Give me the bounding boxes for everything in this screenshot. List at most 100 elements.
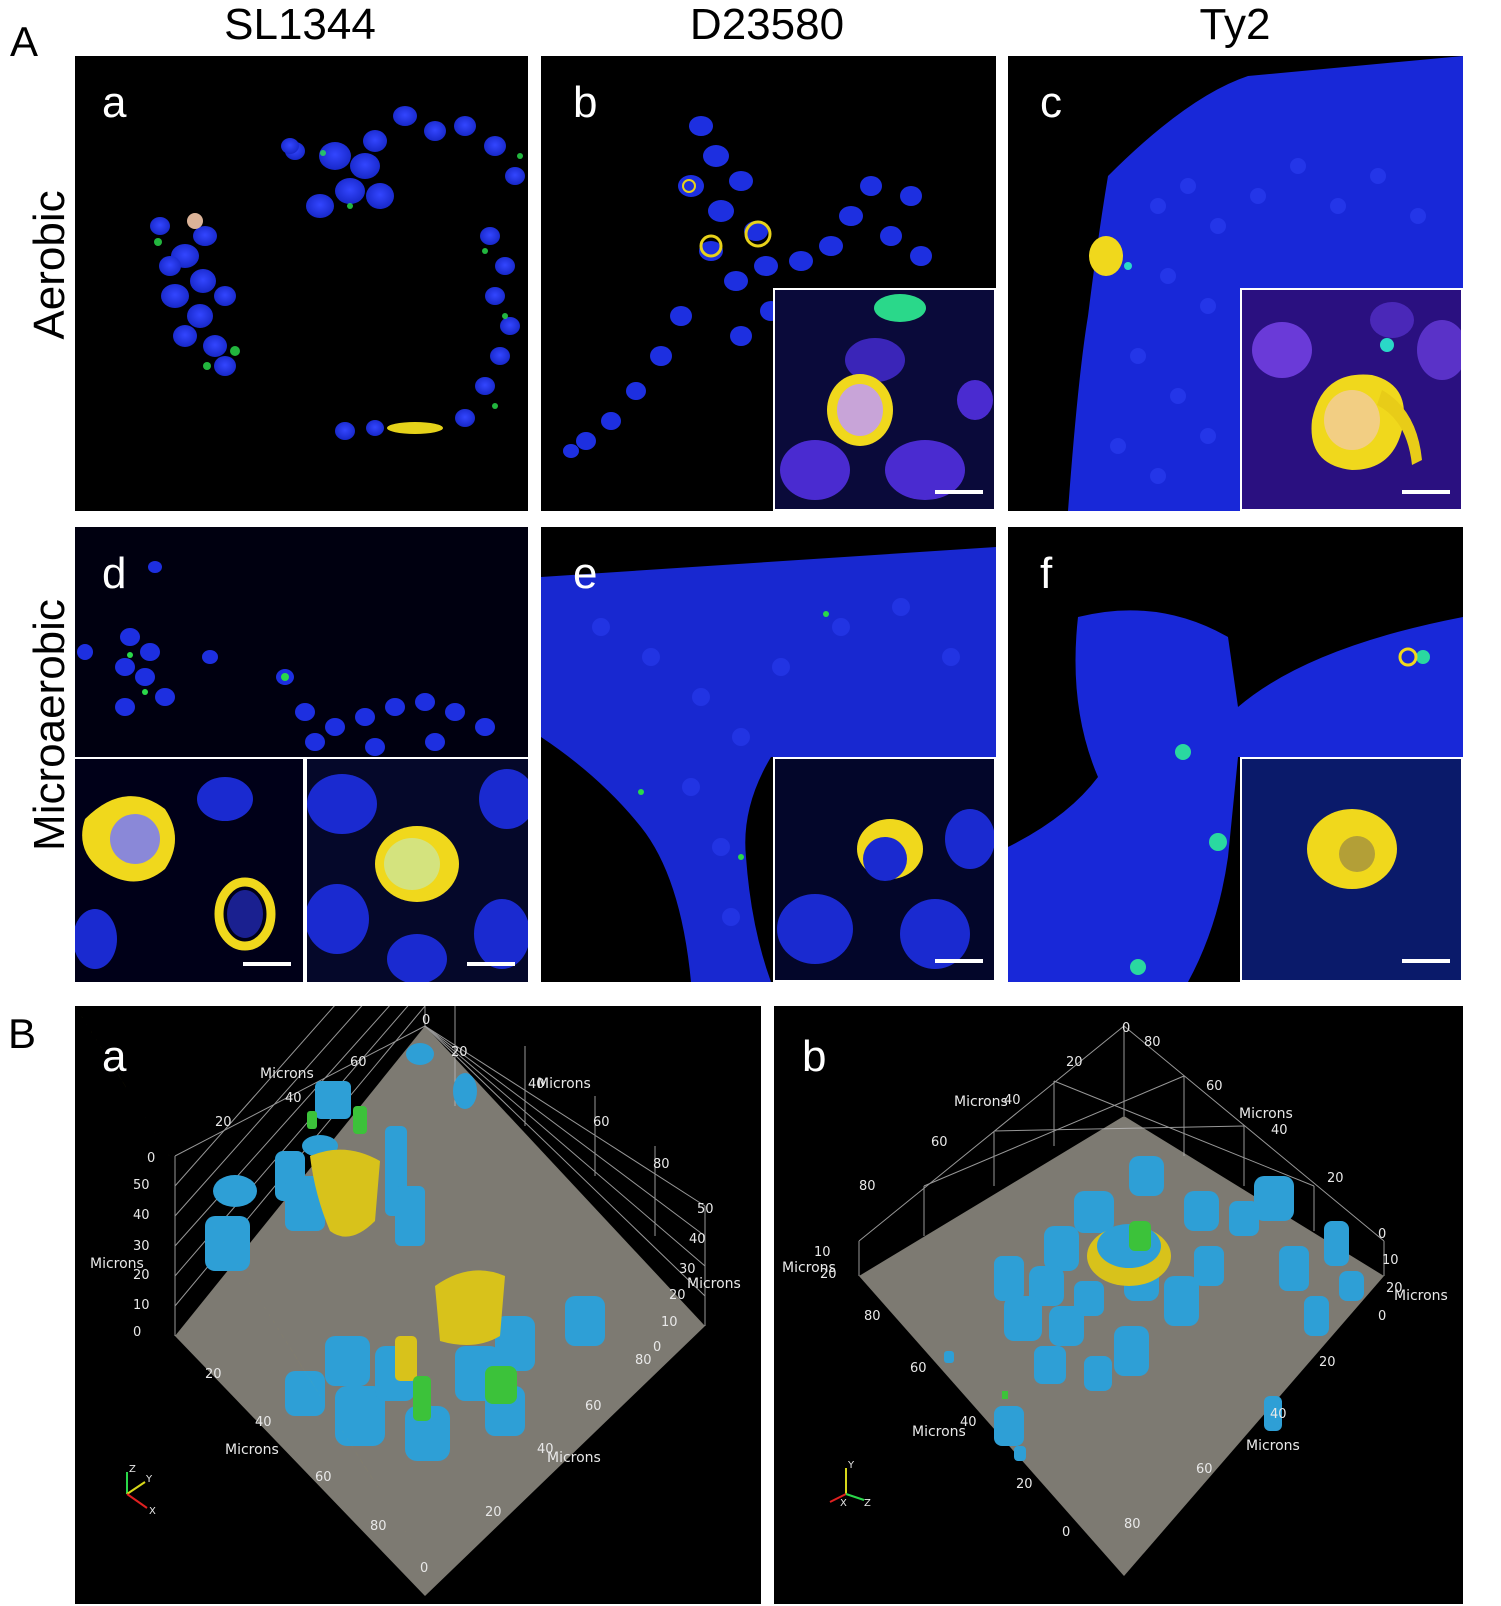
panel-label-f: f: [1040, 549, 1053, 598]
svg-text:Microns: Microns: [782, 1260, 836, 1276]
svg-text:0: 0: [422, 1013, 430, 1028]
svg-text:Microns: Microns: [1394, 1288, 1448, 1304]
svg-text:0: 0: [653, 1340, 661, 1355]
svg-text:80: 80: [1124, 1517, 1141, 1532]
svg-text:30: 30: [679, 1262, 696, 1277]
svg-text:60: 60: [931, 1135, 948, 1150]
inset-f: [1240, 757, 1463, 982]
svg-text:20: 20: [133, 1268, 150, 1283]
svg-text:10: 10: [814, 1245, 831, 1260]
svg-text:20: 20: [820, 1267, 837, 1282]
svg-text:80: 80: [859, 1179, 876, 1194]
micrograph-a-image: [150, 106, 525, 440]
svg-text:80: 80: [864, 1309, 881, 1324]
svg-text:60: 60: [350, 1055, 367, 1070]
micrograph-e-image: [541, 547, 996, 982]
svg-text:60: 60: [1196, 1462, 1213, 1477]
micrograph-b-image: [563, 116, 932, 458]
svg-text:Microns: Microns: [1246, 1438, 1300, 1454]
svg-text:0: 0: [147, 1151, 155, 1166]
section-b-label: B: [8, 1010, 37, 1057]
inset-c: [1240, 288, 1463, 511]
panel-label-c: c: [1040, 78, 1062, 127]
inset-b: [773, 288, 996, 511]
scale-bar: [1402, 959, 1450, 963]
inset-e: [773, 757, 996, 982]
svg-text:80: 80: [370, 1519, 387, 1534]
svg-text:30: 30: [133, 1239, 150, 1254]
svg-text:Z: Z: [129, 1464, 136, 1475]
svg-text:Microns: Microns: [537, 1076, 591, 1092]
panel-label-a: a: [102, 78, 127, 127]
svg-text:40: 40: [133, 1208, 150, 1223]
inset-d-left: [75, 757, 305, 982]
svg-text:80: 80: [653, 1157, 670, 1172]
svg-text:Microns: Microns: [912, 1424, 966, 1440]
svg-text:Microns: Microns: [954, 1094, 1008, 1110]
svg-text:40: 40: [689, 1232, 706, 1247]
svg-text:60: 60: [1206, 1079, 1223, 1094]
inset-d-left-image: [75, 759, 303, 982]
svg-text:0: 0: [1062, 1525, 1070, 1540]
svg-text:20: 20: [1386, 1281, 1403, 1296]
svg-text:Y: Y: [145, 1474, 153, 1485]
svg-text:40: 40: [537, 1442, 554, 1457]
svg-text:0: 0: [1378, 1227, 1386, 1242]
inset-d-right-image: [307, 759, 528, 982]
svg-text:20: 20: [451, 1045, 468, 1060]
scale-bar: [467, 962, 515, 966]
inset-f-image: [1242, 759, 1461, 980]
svg-text:40: 40: [1004, 1093, 1021, 1108]
svg-text:60: 60: [315, 1470, 332, 1485]
micrograph-f-image: [1008, 610, 1463, 982]
micrograph-panel-f: f: [1008, 527, 1463, 982]
svg-text:Microns: Microns: [547, 1450, 601, 1466]
panel-label-bb: b: [802, 1032, 827, 1081]
axis-triad-icon: Y X Z: [829, 1460, 871, 1509]
svg-text:Microns: Microns: [1239, 1106, 1293, 1122]
svg-text:Microns: Microns: [90, 1256, 144, 1272]
svg-text:10: 10: [133, 1298, 150, 1313]
svg-text:50: 50: [697, 1202, 714, 1217]
svg-text:80: 80: [1144, 1035, 1161, 1050]
micrograph-d-image: [75, 527, 528, 757]
svg-text:Microns: Microns: [260, 1066, 314, 1082]
row-header-microaerobic: Microaerobic: [25, 599, 74, 851]
micrograph-panel-b: b: [541, 56, 996, 511]
svg-text:20: 20: [205, 1367, 222, 1382]
svg-text:20: 20: [485, 1505, 502, 1520]
svg-text:50: 50: [133, 1178, 150, 1193]
render-bb-image: 0 80 60 40 20 20 40 60 80 10 20 0 10 20 …: [782, 1021, 1448, 1576]
render-panel-ba: 0 20 40 60 80 60 40 20 0 50 40 30 20 10 …: [75, 1006, 761, 1604]
render-panel-bb: 0 80 60 40 20 20 40 60 80 10 20 0 10 20 …: [774, 1006, 1463, 1604]
micrograph-panel-d: d: [75, 527, 528, 982]
column-header-d23580: D23580: [689, 0, 845, 49]
micrograph-panel-e: e: [541, 527, 996, 982]
svg-text:40: 40: [1270, 1407, 1287, 1422]
svg-text:60: 60: [593, 1115, 610, 1130]
scale-bar: [935, 959, 983, 963]
svg-text:40: 40: [528, 1077, 545, 1092]
svg-text:0: 0: [1122, 1021, 1130, 1036]
inset-c-image: [1242, 290, 1461, 509]
panel-label-b: b: [573, 78, 598, 127]
micrograph-panel-c: c: [1008, 56, 1463, 511]
svg-text:10: 10: [661, 1315, 678, 1330]
svg-text:20: 20: [669, 1288, 686, 1303]
svg-text:20: 20: [1066, 1055, 1083, 1070]
scale-bar: [243, 962, 291, 966]
svg-text:0: 0: [133, 1325, 141, 1340]
svg-text:Microns: Microns: [225, 1442, 279, 1458]
micrograph-panel-a: a: [75, 56, 528, 511]
svg-text:60: 60: [910, 1361, 927, 1376]
svg-text:20: 20: [1319, 1355, 1336, 1370]
row-header-aerobic: Aerobic: [25, 190, 74, 340]
inset-e-image: [775, 759, 994, 980]
svg-text:Z: Z: [864, 1498, 871, 1509]
svg-text:X: X: [149, 1506, 156, 1517]
svg-text:X: X: [840, 1498, 847, 1509]
svg-text:20: 20: [215, 1115, 232, 1130]
svg-text:80: 80: [635, 1353, 652, 1368]
inset-d-right: [305, 757, 528, 982]
svg-text:40: 40: [1271, 1123, 1288, 1138]
